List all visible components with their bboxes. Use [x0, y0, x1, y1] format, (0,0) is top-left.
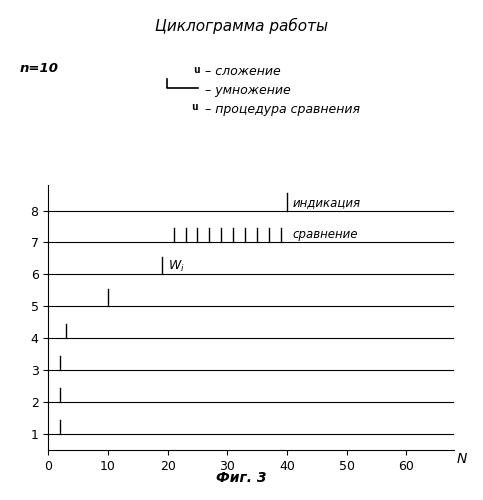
Text: – процедура сравнения: – процедура сравнения: [205, 102, 360, 116]
Text: – умножение: – умножение: [205, 84, 291, 97]
Text: u: u: [193, 65, 200, 75]
Text: u: u: [191, 102, 198, 113]
Text: индикация: индикация: [293, 196, 361, 209]
Text: сравнение: сравнение: [293, 228, 358, 241]
Text: Циклограмма работы: Циклограмма работы: [155, 18, 328, 34]
Text: $W_i$: $W_i$: [168, 259, 185, 274]
Text: – сложение: – сложение: [205, 65, 281, 78]
Text: n=10: n=10: [19, 62, 58, 76]
Text: N: N: [457, 452, 468, 466]
Text: Фиг. 3: Фиг. 3: [216, 471, 267, 485]
